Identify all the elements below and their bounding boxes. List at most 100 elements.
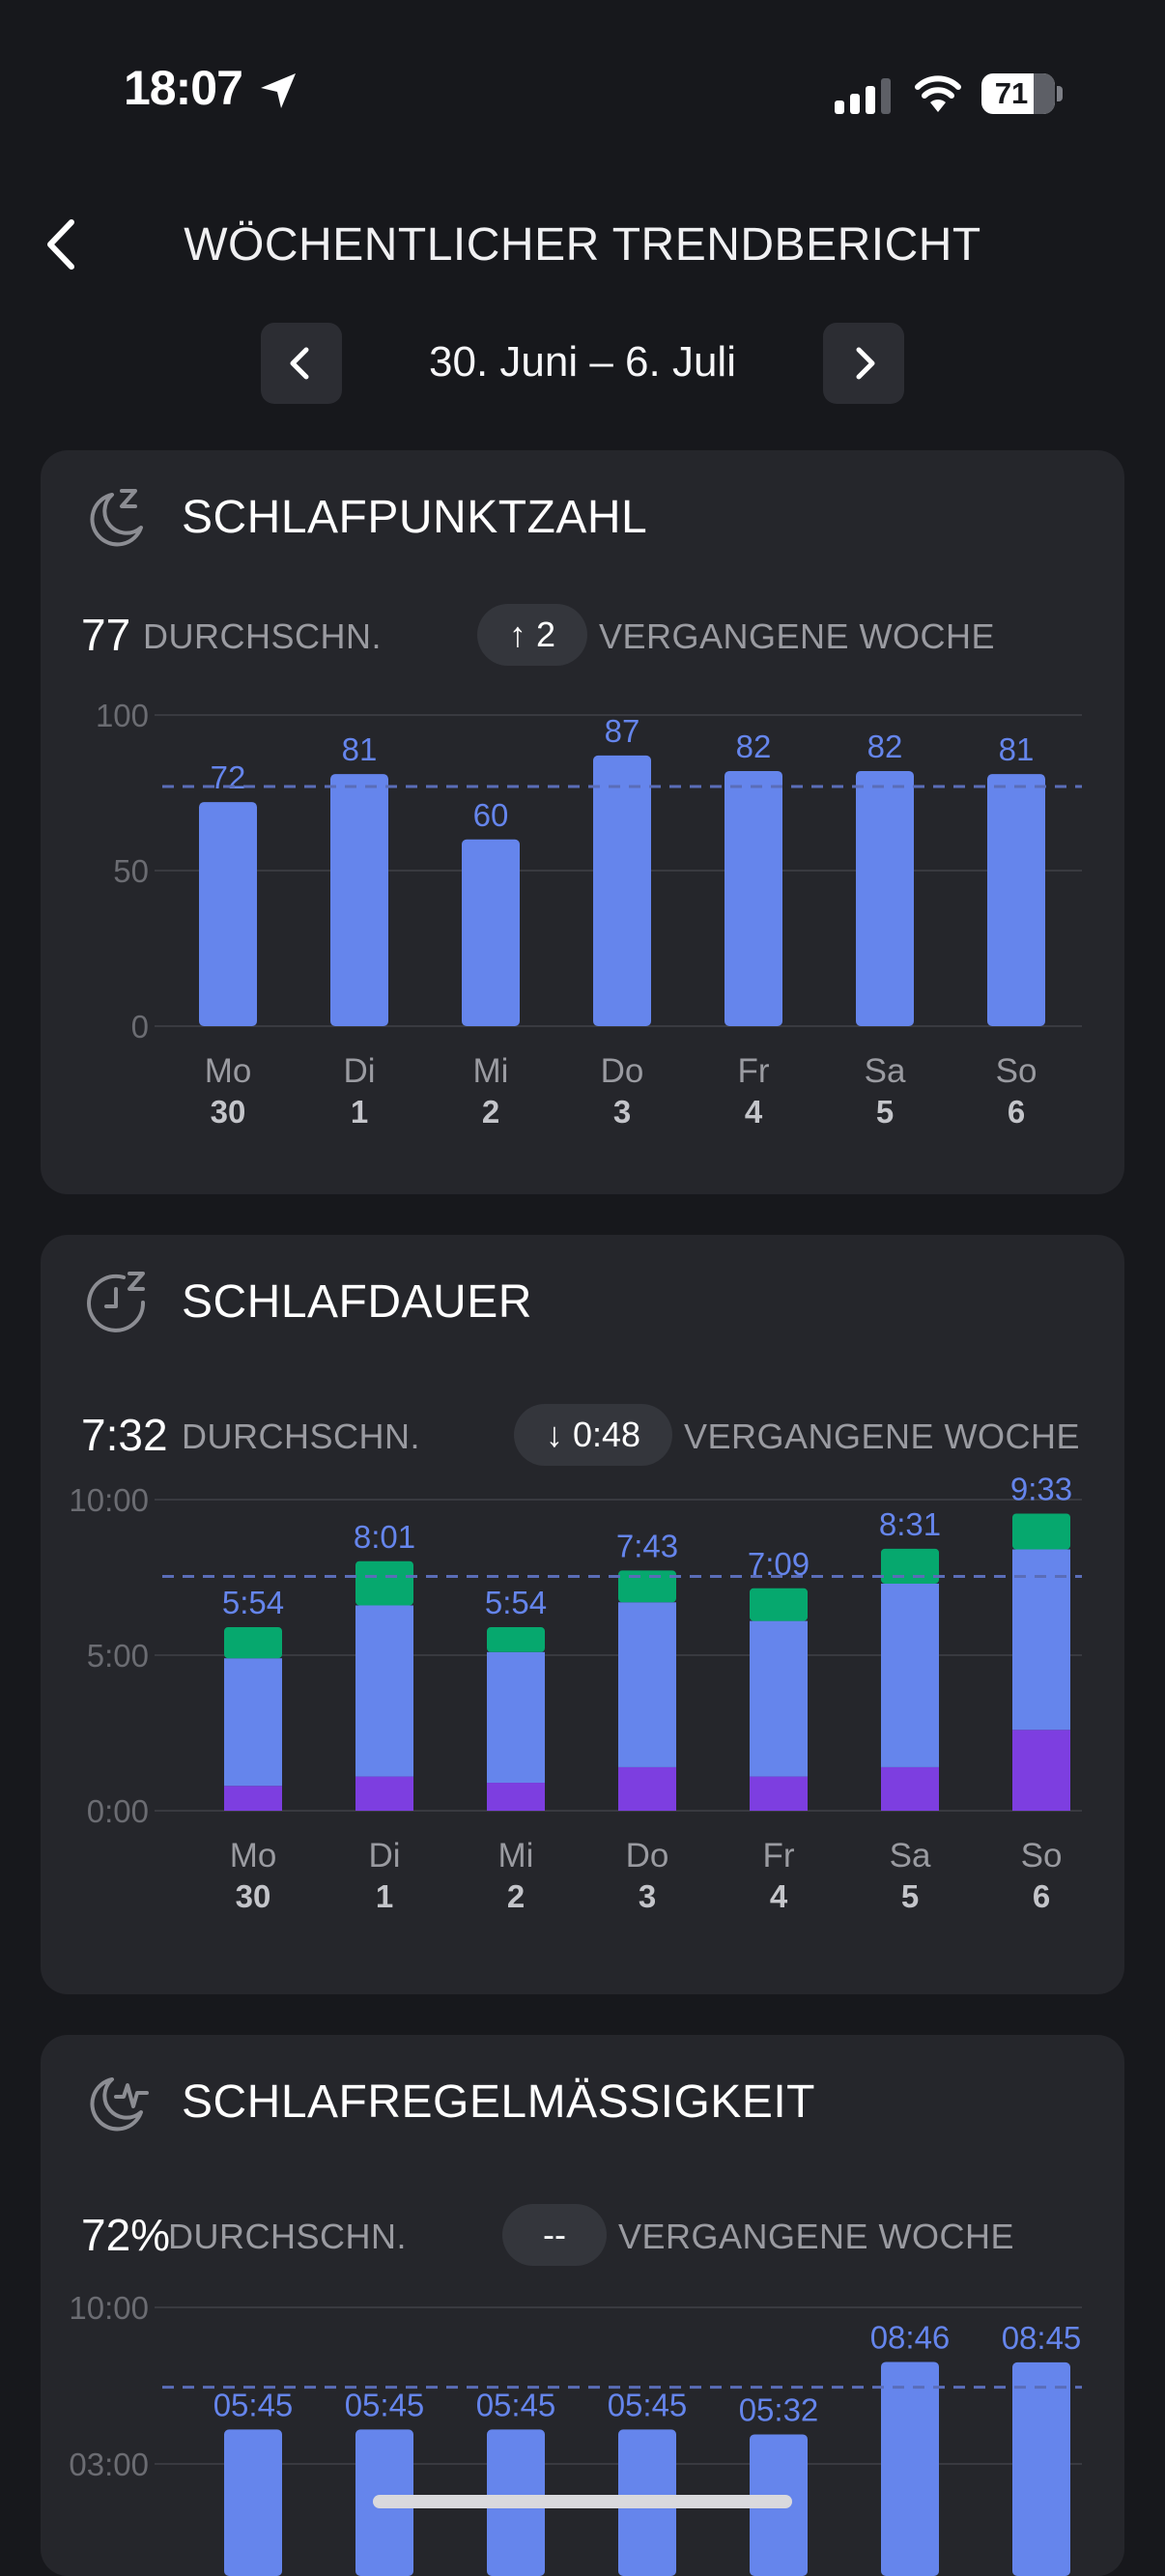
x-date-label: 4 <box>770 1878 788 1914</box>
bar-value-label: 5:54 <box>485 1585 547 1620</box>
sleep-score-card[interactable]: SCHLAFPUNKTZAHL 77 DURCHSCHN. ↑ 2 VERGAN… <box>41 450 1124 1194</box>
duration-bar-segment <box>224 1627 282 1659</box>
status-bar: 18:07 71 <box>0 0 1165 193</box>
y-tick-label: 10:00 <box>69 2290 149 2326</box>
duration-bar-segment <box>1012 1549 1070 1731</box>
wifi-icon <box>915 75 961 112</box>
card-title: SCHLAFDAUER <box>182 1276 532 1328</box>
next-week-button[interactable] <box>823 323 904 404</box>
clock-z-icon <box>87 1272 146 1332</box>
duration-bar-segment <box>750 1588 808 1621</box>
change-label: VERGANGENE WOCHE <box>684 1417 1081 1456</box>
y-tick-label: 0 <box>131 1009 149 1045</box>
x-day-label: Di <box>343 1052 375 1090</box>
duration-bar-segment <box>881 1583 939 1767</box>
score-bar <box>987 774 1045 1026</box>
sleep-duration-card[interactable]: SCHLAFDAUER 7:32 DURCHSCHN. ↓ 0:48 VERGA… <box>41 1235 1124 1994</box>
y-tick-label: 03:00 <box>69 2447 149 2482</box>
x-day-label: Do <box>601 1052 644 1090</box>
average-label: DURCHSCHN. <box>182 1417 420 1456</box>
week-change-badge: ↑ 2 <box>477 604 587 666</box>
battery-indicator: 71 <box>981 73 1063 114</box>
bar-value-label: 82 <box>867 729 903 764</box>
x-day-label: Di <box>368 1837 400 1875</box>
back-button[interactable] <box>33 211 91 278</box>
y-tick-label: 0:00 <box>87 1793 149 1829</box>
regularity-bar <box>224 2429 282 2576</box>
score-bar <box>856 770 914 1026</box>
bar-value-label: 87 <box>605 713 640 749</box>
duration-bar-segment <box>487 1651 545 1784</box>
bar-value-label: 08:46 <box>870 2319 951 2355</box>
moon-z-icon <box>90 489 143 547</box>
location-arrow-icon <box>261 73 296 108</box>
arrow-up-icon: ↑ <box>508 615 526 654</box>
card-title: SCHLAFREGELMÄSSIGKEIT <box>182 2076 815 2128</box>
duration-bar-segment <box>1012 1513 1070 1550</box>
sleep-regularity-chart: 10:00 03:00 05:45 05:45 05:45 05:45 05:32 08:46… <box>69 2290 1082 2576</box>
arrow-down-icon: ↓ <box>545 1415 563 1454</box>
x-date-label: 1 <box>376 1878 393 1914</box>
regularity-bar <box>881 2361 939 2576</box>
average-value: 72% <box>81 2210 171 2260</box>
bar-value-label: 9:33 <box>1010 1476 1072 1506</box>
x-date-label: 2 <box>507 1878 525 1914</box>
previous-week-button[interactable] <box>261 323 342 404</box>
change-label: VERGANGENE WOCHE <box>618 2217 1015 2256</box>
duration-bar-segment <box>487 1783 545 1811</box>
battery-percent: 71 <box>994 76 1029 110</box>
duration-bar-segment <box>618 1602 676 1767</box>
x-day-label: Mi <box>498 1837 534 1875</box>
bar-value-label: 05:45 <box>345 2387 425 2422</box>
week-change-badge: ↓ 0:48 <box>514 1404 672 1466</box>
duration-bar-segment <box>618 1766 676 1811</box>
score-bar <box>725 770 782 1026</box>
sleep-regularity-card[interactable]: SCHLAFREGELMÄSSIGKEIT 72% DURCHSCHN. -- … <box>41 2035 1124 2576</box>
x-date-label: 5 <box>876 1094 894 1130</box>
bar-value-label: 05:45 <box>476 2387 556 2422</box>
duration-bar-segment <box>881 1548 939 1584</box>
score-bar <box>330 774 388 1026</box>
bar-value-label: 05:32 <box>739 2391 819 2427</box>
x-date-label: 6 <box>1008 1094 1025 1130</box>
x-date-label: 2 <box>482 1094 499 1130</box>
x-day-label: Mo <box>205 1052 252 1090</box>
y-tick-label: 50 <box>113 853 149 889</box>
x-day-label: Fr <box>737 1052 769 1090</box>
change-label: VERGANGENE WOCHE <box>599 616 996 656</box>
average-label: DURCHSCHN. <box>143 616 382 656</box>
duration-bar-segment <box>355 1776 413 1811</box>
card-title: SCHLAFPUNKTZAHL <box>182 492 648 543</box>
sleep-duration-chart: 10:005:000:005:548:015:547:43 7:098:319:3… <box>69 1476 1082 1914</box>
bar-value-label: 82 <box>736 729 772 764</box>
x-date-label: 4 <box>745 1094 763 1130</box>
bar-value-label: 05:45 <box>213 2387 294 2422</box>
bar-value-label: 8:01 <box>354 1519 415 1555</box>
duration-bar-segment <box>355 1560 413 1606</box>
x-date-label: 1 <box>351 1094 368 1130</box>
x-day-label: Sa <box>890 1837 931 1875</box>
duration-bar-segment <box>224 1786 282 1811</box>
x-day-label: Do <box>626 1837 669 1875</box>
duration-bar-segment <box>750 1620 808 1777</box>
x-day-label: Fr <box>762 1837 794 1875</box>
score-bar <box>199 802 257 1026</box>
regularity-bar <box>1012 2361 1070 2576</box>
score-bar <box>462 839 520 1026</box>
chevron-right-icon <box>856 347 875 380</box>
x-date-label: 5 <box>901 1878 919 1914</box>
duration-bar-segment <box>881 1766 939 1811</box>
score-bar <box>593 755 651 1026</box>
week-change-badge: -- <box>502 2204 607 2266</box>
bar-value-label: 08:45 <box>1002 2320 1082 2356</box>
bar-value-label: 81 <box>342 731 378 767</box>
bar-value-label: 8:31 <box>879 1506 941 1542</box>
change-value: 0:48 <box>572 1415 641 1454</box>
bar-value-label: 60 <box>473 797 509 833</box>
duration-bar-segment <box>355 1605 413 1777</box>
bar-value-label: 05:45 <box>608 2387 688 2422</box>
x-day-label: So <box>1021 1837 1063 1875</box>
date-range: 30. Juni – 6. Juli <box>429 338 736 386</box>
y-tick-label: 100 <box>96 698 149 733</box>
bar-value-label: 5:54 <box>222 1585 284 1620</box>
